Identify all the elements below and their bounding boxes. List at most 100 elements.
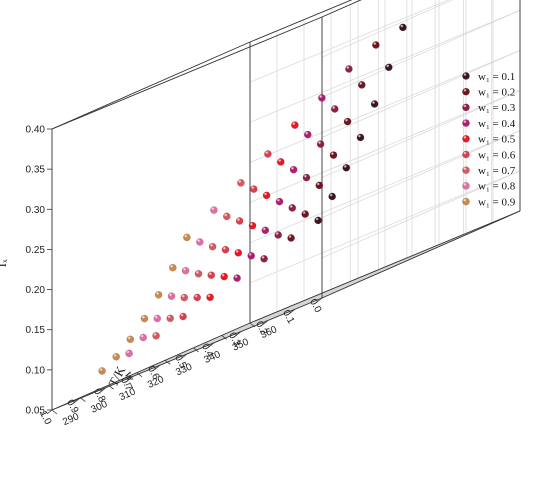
data-point: [287, 234, 295, 242]
y-tick-mark: [221, 335, 227, 340]
data-point: [345, 65, 353, 73]
legend-label: w₁ = 0.8: [478, 181, 516, 193]
grid-line-floor-y: [136, 260, 407, 374]
grid-line-wall-z: [249, 90, 521, 203]
grid-line-wall-z: [249, 170, 521, 284]
data-point: [384, 63, 393, 72]
y-tick-mark: [51, 409, 58, 415]
legend: w₁ = 0.1 w₁ = 0.2 w₁ = 0.3 w₁ = 0.4 w₁ = 0.5…: [462, 71, 516, 208]
data-point: [181, 266, 190, 275]
data-point: [328, 192, 337, 201]
legend-label: w₁ = 0.5: [478, 134, 516, 146]
grid-line-wall-z: [249, 50, 521, 163]
data-point: [220, 272, 228, 281]
data-point: [234, 248, 243, 257]
data-point: [167, 292, 176, 301]
frame-edge: [249, 0, 353, 43]
y-tick-mark: [80, 397, 86, 402]
data-point: [210, 206, 218, 214]
data-point: [261, 226, 270, 235]
data-point: [289, 165, 298, 174]
frame-edge: [321, 210, 521, 299]
z-tick-label: 0.25: [26, 245, 46, 256]
data-point: [316, 140, 325, 148]
grid-line-floor-y: [80, 285, 351, 398]
data-point: [126, 335, 135, 344]
data-point: [237, 179, 245, 187]
y-tick-mark: [164, 359, 171, 365]
data-point: [399, 23, 407, 32]
legend-label: w₁ = 0.9: [478, 196, 516, 208]
legend-label: w₁ = 0.2: [478, 87, 515, 99]
data-point: [274, 231, 283, 239]
data-point: [275, 197, 284, 206]
y-tick-label: 310: [118, 386, 138, 403]
z-tick-label: 0.35: [26, 165, 46, 176]
data-point: [262, 191, 271, 200]
legend-marker: [462, 134, 470, 143]
data-point: [206, 293, 214, 302]
data-point: [248, 221, 257, 230]
x-tick-mark: [316, 297, 323, 303]
grid-line-wall-z: [321, 170, 521, 259]
y-tick-label: 300: [89, 399, 109, 416]
data-point: [183, 233, 191, 242]
data-point: [140, 314, 149, 323]
data-point: [154, 290, 163, 299]
legend-marker: [462, 166, 470, 174]
data-point: [249, 185, 258, 193]
data-point: [330, 105, 339, 113]
grid-line-wall-z: [321, 50, 521, 138]
data-point: [112, 352, 120, 361]
data-point: [179, 312, 187, 321]
legend-label: w₁ = 0.6: [478, 149, 516, 161]
z-axis-label: Iₓ: [0, 259, 9, 267]
grid-line-wall-z: [321, 9, 521, 98]
z-tick-label: 0.15: [26, 325, 46, 336]
frame-edge: [51, 41, 251, 130]
z-tick-label: 0.30: [26, 205, 46, 216]
frame-edge: [249, 210, 521, 324]
x-tick-mark: [208, 342, 215, 348]
data-point: [207, 271, 216, 280]
grid-line-wall-z: [321, 0, 453, 58]
data-point: [370, 100, 379, 108]
data-point: [194, 269, 203, 278]
data-point: [98, 367, 106, 375]
y-tick-mark: [249, 322, 256, 328]
x-tick-mark: [235, 331, 242, 336]
data-point: [193, 293, 201, 302]
frame-edge: [51, 322, 251, 411]
grid-line-floor-y: [193, 235, 464, 349]
y-tick-mark: [108, 384, 114, 390]
data-point: [356, 133, 365, 142]
grid-line-wall-z: [249, 9, 521, 123]
x-tick-mark: [100, 387, 107, 392]
plot-walls: [52, 0, 520, 410]
x-axis-label: w₁: [122, 369, 141, 387]
grid-line-wall-z: [249, 130, 521, 244]
data-point: [318, 94, 326, 102]
data-point: [288, 204, 297, 212]
data-point: [372, 41, 380, 49]
data-point: [301, 210, 310, 218]
data-point: [166, 314, 174, 323]
legend-marker: [462, 197, 470, 206]
x-tick-mark: [154, 364, 161, 370]
y-tick-mark: [193, 347, 199, 353]
grid-line-floor-y: [221, 223, 492, 336]
data-point: [221, 245, 230, 254]
z-tick-label: 0.20: [26, 285, 46, 296]
data-point: [208, 242, 217, 251]
data-point: [153, 314, 162, 323]
data-point: [195, 238, 204, 246]
x-tick-mark: [262, 320, 269, 325]
data-point: [357, 81, 366, 89]
data-point: [139, 333, 147, 342]
grid-line-floor-y: [165, 247, 436, 361]
z-tick-label: 0.05: [26, 406, 46, 417]
legend-marker: [462, 72, 470, 80]
frame-edge: [321, 0, 362, 18]
legend-label: w₁ = 0.3: [478, 102, 516, 114]
